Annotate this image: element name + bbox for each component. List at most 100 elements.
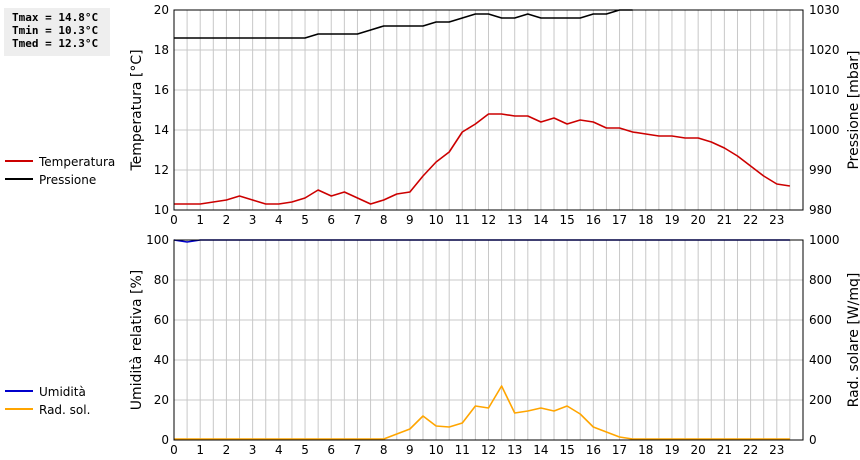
- legend-top: Temperatura Pressione: [5, 155, 115, 187]
- chart1-left-axis-label: Temperatura [°C]: [129, 49, 145, 171]
- x-tick-label: 10: [428, 213, 443, 227]
- legend-pressure-label: Pressione: [39, 173, 96, 187]
- stat-tmin: Tmin = 10.3°C: [12, 24, 99, 37]
- x-tick-label: 10: [428, 443, 443, 457]
- x-tick-label: 20: [691, 443, 706, 457]
- chart2-right-axis: 0 200 400 600 800 1000: [809, 233, 840, 447]
- x-tick-label: 17: [612, 213, 627, 227]
- x-tick-label: 12: [481, 213, 496, 227]
- chart2-grid: [174, 239, 803, 441]
- x-tick-label: 17: [612, 443, 627, 457]
- left-tick-label: 18: [154, 43, 169, 57]
- humidity-radiation-chart: 0 1 2 3 4 5 6 7 8 9 10 11 12 13 14 15 16 17 18 19 20 21 22 23 0…: [129, 233, 860, 457]
- chart2-series: [173, 239, 790, 440]
- series-line-temperatura: [174, 113, 791, 205]
- x-tick-label: 22: [743, 213, 758, 227]
- x-tick-label: 2: [223, 213, 231, 227]
- stat-tmed: Tmed = 12.3°C: [12, 37, 99, 50]
- left-tick-label: 80: [154, 273, 169, 287]
- series-line-rad-sol-: [174, 385, 790, 440]
- chart1-grid: [174, 9, 803, 211]
- right-tick-label: 800: [809, 273, 832, 287]
- x-tick-label: 3: [249, 213, 257, 227]
- series-line-pressione: [174, 9, 633, 39]
- x-tick-label: 13: [507, 443, 522, 457]
- chart2-frame: [173, 239, 804, 441]
- right-tick-label: 1000: [809, 233, 840, 247]
- left-tick-label: 12: [154, 163, 169, 177]
- stats-box: Tmax = 14.8°C Tmin = 10.3°C Tmed = 12.3°…: [4, 8, 110, 56]
- x-tick-label: 1: [196, 213, 204, 227]
- x-tick-label: 9: [406, 443, 414, 457]
- legend-temperature-label: Temperatura: [38, 155, 115, 169]
- legend-humidity-label: Umidità: [39, 385, 86, 399]
- chart1-series: [174, 9, 791, 205]
- left-tick-label: 14: [154, 123, 169, 137]
- x-tick-label: 6: [327, 443, 335, 457]
- x-tick-label: 11: [455, 443, 470, 457]
- chart2-x-axis: 0 1 2 3 4 5 6 7 8 9 10 11 12 13 14 15 16 17 18 19 20 21 22 23: [170, 443, 784, 457]
- temperature-pressure-chart: 0 1 2 3 4 5 6 7 8 9 10 11 12 13 14 15 16 17 18 19 20 21 22 23 1…: [129, 3, 860, 227]
- left-tick-label: 60: [154, 313, 169, 327]
- stat-tmax: Tmax = 14.8°C: [12, 11, 99, 24]
- chart1-right-axis-label: Pressione [mbar]: [846, 50, 860, 169]
- x-tick-label: 8: [380, 213, 388, 227]
- legend-radiation-label: Rad. sol.: [39, 403, 90, 417]
- right-tick-label: 1000: [809, 123, 840, 137]
- left-tick-label: 20: [154, 3, 169, 17]
- left-tick-label: 40: [154, 353, 169, 367]
- x-tick-label: 23: [769, 213, 784, 227]
- x-tick-label: 9: [406, 213, 414, 227]
- x-tick-label: 19: [664, 213, 679, 227]
- x-tick-label: 2: [223, 443, 231, 457]
- left-tick-label: 10: [154, 203, 169, 217]
- x-tick-label: 7: [354, 443, 362, 457]
- x-tick-label: 21: [717, 213, 732, 227]
- x-tick-label: 7: [354, 213, 362, 227]
- x-tick-label: 14: [533, 443, 548, 457]
- legend-bottom: Umidità Rad. sol.: [5, 385, 90, 417]
- x-tick-label: 4: [275, 443, 283, 457]
- chart2-left-axis-label: Umidità relativa [%]: [129, 270, 145, 411]
- right-tick-label: 0: [809, 433, 817, 447]
- x-tick-label: 15: [559, 443, 574, 457]
- x-tick-label: 0: [170, 443, 178, 457]
- chart1-x-axis: 0 1 2 3 4 5 6 7 8 9 10 11 12 13 14 15 16 17 18 19 20 21 22 23: [170, 213, 784, 227]
- x-tick-label: 15: [559, 213, 574, 227]
- right-tick-label: 1020: [809, 43, 840, 57]
- right-tick-label: 1030: [809, 3, 840, 17]
- chart1-frame: [173, 9, 804, 211]
- right-tick-label: 400: [809, 353, 832, 367]
- x-tick-label: 19: [664, 443, 679, 457]
- x-tick-label: 16: [586, 213, 601, 227]
- right-tick-label: 990: [809, 163, 832, 177]
- x-tick-label: 5: [301, 213, 309, 227]
- right-tick-label: 600: [809, 313, 832, 327]
- x-tick-label: 22: [743, 443, 758, 457]
- x-tick-label: 1: [196, 443, 204, 457]
- chart1-left-axis: 10 12 14 16 18 20: [154, 3, 169, 217]
- left-tick-label: 100: [146, 233, 169, 247]
- x-tick-label: 12: [481, 443, 496, 457]
- chart2-right-axis-label: Rad. solare [W/mq]: [846, 273, 860, 408]
- x-tick-label: 5: [301, 443, 309, 457]
- x-tick-label: 18: [638, 213, 653, 227]
- chart1-right-axis: 980 990 1000 1010 1020 1030: [809, 3, 840, 217]
- left-tick-label: 16: [154, 83, 169, 97]
- right-tick-label: 200: [809, 393, 832, 407]
- chart2-left-axis: 0 20 40 60 80 100: [146, 233, 169, 447]
- x-tick-label: 21: [717, 443, 732, 457]
- x-tick-label: 8: [380, 443, 388, 457]
- x-tick-label: 16: [586, 443, 601, 457]
- x-tick-label: 3: [249, 443, 257, 457]
- left-tick-label: 20: [154, 393, 169, 407]
- x-tick-label: 6: [327, 213, 335, 227]
- x-tick-label: 0: [170, 213, 178, 227]
- x-tick-label: 18: [638, 443, 653, 457]
- left-tick-label: 0: [161, 433, 169, 447]
- x-tick-label: 14: [533, 213, 548, 227]
- x-tick-label: 20: [691, 213, 706, 227]
- right-tick-label: 1010: [809, 83, 840, 97]
